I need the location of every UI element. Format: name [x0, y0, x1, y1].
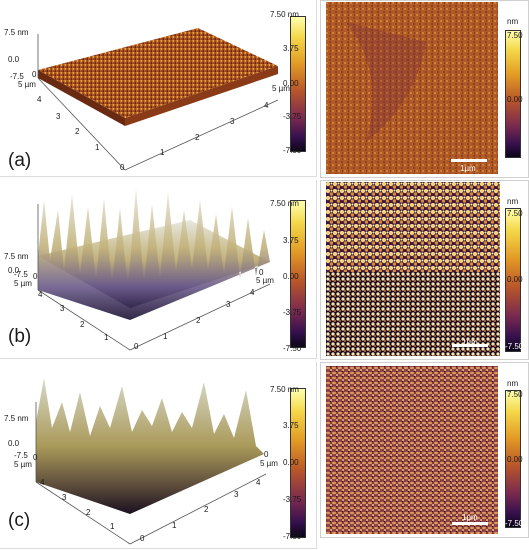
panel-a-ytick-3: 3: [56, 112, 61, 121]
panel-c-scalebar: [452, 522, 488, 525]
panel-c-cb2d-1: 7.50: [507, 390, 523, 399]
panel-b-3d-colorbar: [290, 200, 306, 348]
panel-a-ytick-2: 2: [75, 127, 80, 136]
panel-c-ytick-3: 3: [62, 493, 67, 502]
panel-b-ytick-4: 4: [38, 290, 43, 299]
panel-c-cb2d-2: 0.00: [507, 455, 523, 464]
panel-c-cb2d-unit: nm: [507, 379, 519, 388]
panel-c-cb3d-1: 7.50 nm: [270, 385, 299, 394]
panel-c-xtick-1: 1: [172, 521, 177, 530]
panel-a-cb2d-2: 0.00: [507, 95, 523, 104]
panel-b-cb2d-unit: nm: [507, 197, 519, 206]
panel-c-cb2d-3: -7.50: [505, 519, 524, 528]
panel-a-2d-map: [326, 2, 498, 174]
panel-b-xtick-4: 4: [250, 288, 255, 297]
panel-b-2d-colorbar: [505, 208, 521, 352]
panel-c-z-mid: 0.0: [8, 439, 20, 448]
panel-b-3d-surface: [37, 188, 271, 351]
panel-c-ytick-0: 0: [140, 534, 145, 543]
panel-a-z-bottom: -7.5: [10, 72, 24, 81]
panel-b-cb3d-3: 0.00: [283, 272, 299, 281]
panel-b-cb2d-2: 0.00: [507, 275, 523, 284]
panel-b-z-bottom: -7.5: [14, 270, 28, 279]
panel-c-x-origin: 0: [264, 450, 269, 459]
panel-c-2d-map: [326, 366, 498, 534]
panel-c-cb3d-5: -7.50: [283, 532, 302, 541]
panel-b-origin: 0: [33, 272, 38, 281]
panel-c-ytick-1: 1: [110, 522, 115, 531]
panel-b-cb2d-1: 7.50: [507, 209, 523, 218]
panel-b-cb3d-1: 7.50 nm: [270, 199, 299, 208]
panel-a-cb3d-1: 7.50 nm: [270, 10, 299, 19]
panel-b-ytick-3: 3: [60, 304, 65, 313]
panel-a-scale-label: 1µm: [460, 164, 476, 173]
panel-a-xtick-1: 1: [160, 148, 165, 157]
panel-b-xtick-3: 3: [226, 300, 231, 309]
panel-b-z-mid: 0.0: [8, 266, 20, 275]
panel-a-3d-surface: [37, 28, 279, 171]
panel-c-ytick-4: 4: [40, 478, 45, 487]
panel-b-cb3d-2: 3.75: [283, 236, 299, 245]
panel-b-letter: (b): [8, 326, 32, 347]
panel-c-xtick-3: 3: [234, 490, 239, 499]
panel-a-ytick-0: 0: [120, 163, 125, 172]
panel-c-3d-colorbar: [290, 388, 306, 538]
panel-a-cb3d-2: 3.75: [283, 44, 299, 53]
panel-c-2d-colorbar: [505, 390, 521, 528]
panel-a-2d-colorbar: [505, 30, 521, 158]
panel-c-3d-surface: [35, 378, 267, 545]
panel-a-cb3d-4: -3.75: [283, 112, 302, 121]
panel-a-xtick-2: 2: [195, 133, 200, 142]
panel-b: 7.5 nm 0.0 -7.5 0 5 µm 4 3 2 1 0 1 2 3 4…: [0, 180, 529, 360]
panel-c-xtick-2: 2: [204, 505, 209, 514]
panel-c-origin: 0: [33, 453, 38, 462]
panel-a-z-mid: 0.0: [8, 55, 20, 64]
panel-a-axis-um: 5 µm: [18, 80, 36, 89]
panel-c-ytick-2: 2: [86, 508, 91, 517]
panel-b-cb3d-4: -3.75: [283, 308, 302, 317]
panel-b-2d-map: [326, 182, 500, 356]
panel-a-ytick-4: 4: [37, 95, 42, 104]
panel-b-z-top: 7.5 nm: [4, 252, 29, 261]
panel-a-cb3d-3: 0.00: [283, 79, 299, 88]
panel-a-cb2d-3: -7.50: [505, 158, 524, 167]
panel-b-scalebar: [452, 344, 488, 347]
panel-c-z-top: 7.5 nm: [4, 414, 29, 423]
panel-a-cb2d-unit: nm: [507, 17, 519, 26]
panel-b-axis-um: 5 µm: [14, 279, 32, 288]
panel-b-xaxis-um: 5 µm: [256, 276, 274, 285]
panel-b-ytick-0: 0: [134, 342, 139, 351]
panel-c-axis-um: 5 µm: [14, 460, 32, 469]
panel-c-xtick-4: 4: [256, 478, 261, 487]
panel-a-letter: (a): [8, 150, 32, 171]
panel-c-xaxis-um: 5 µm: [260, 459, 278, 468]
panel-b-xtick-2: 2: [196, 316, 201, 325]
panel-b-ytick-1: 1: [104, 333, 109, 342]
panel-c-z-bottom: -7.5: [14, 451, 28, 460]
panel-c-cb3d-2: 3.75: [283, 421, 299, 430]
panel-a-cb3d-5: -7.50: [283, 146, 302, 155]
panel-a-xtick-4: 4: [264, 101, 269, 110]
panel-a: 7.5 nm 0.0 -7.5 0 5 µm 4 3 2 1 0 1 2 3 4…: [0, 0, 529, 178]
panel-a-xtick-3: 3: [230, 117, 235, 126]
panel-b-x-origin: 0: [259, 268, 264, 277]
panel-a-xaxis-um: 5 µm: [272, 84, 290, 93]
panel-b-ytick-2: 2: [80, 320, 85, 329]
panel-a-z-top: 7.5 nm: [4, 28, 29, 37]
panel-c-cb3d-4: -3.75: [283, 495, 302, 504]
panel-c-scale-label: 1µm: [462, 513, 478, 522]
panel-b-cb3d-5: -7.50: [283, 344, 302, 353]
panel-b-cb2d-3: -7.50: [505, 342, 524, 351]
panel-a-scalebar: [451, 159, 487, 162]
panel-b-xtick-1: 1: [163, 332, 168, 341]
panel-b-scale-label: 1µm: [462, 338, 478, 347]
panel-c: 7.5 nm 0.0 -7.5 0 5 µm 4 3 2 1 0 1 2 3 4…: [0, 362, 529, 550]
panel-c-cb3d-3: 0.00: [283, 458, 299, 467]
panel-a-cb2d-1: 7.50: [507, 31, 523, 40]
panel-a-ytick-1: 1: [95, 143, 100, 152]
panel-c-letter: (c): [8, 510, 31, 531]
panel-a-origin: 0: [32, 70, 37, 79]
panel-a-3d-colorbar: [290, 16, 306, 152]
